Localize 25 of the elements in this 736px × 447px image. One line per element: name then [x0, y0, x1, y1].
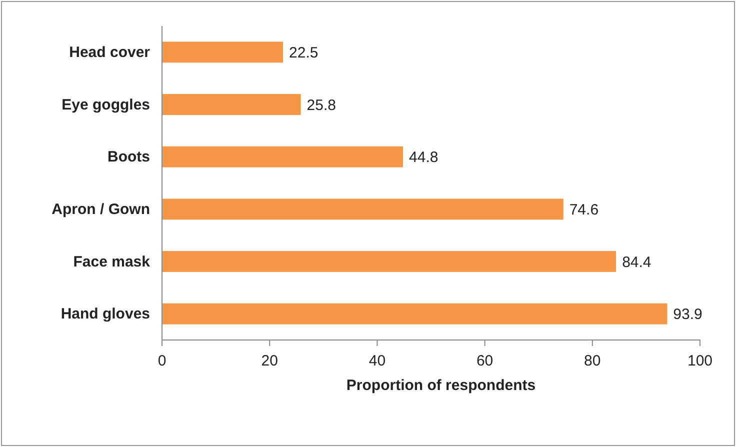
data-label: 74.6 [569, 201, 599, 218]
data-label: 22.5 [289, 44, 318, 62]
data-label: 84.4 [622, 254, 652, 271]
bar [162, 303, 668, 324]
x-tick-label: 100 [687, 352, 713, 370]
x-tick-label: 60 [476, 352, 494, 370]
y-tick-label: Boots [108, 148, 150, 166]
bar [162, 94, 301, 115]
bar [162, 198, 564, 220]
data-label: 93.9 [673, 306, 702, 324]
data-label: 25.8 [306, 96, 336, 114]
x-tick-label: 40 [368, 352, 386, 370]
y-tick-label: Face mask [73, 253, 151, 270]
y-tick-label: Apron / Gown [52, 200, 150, 218]
x-axis-title: Proportion of respondents [346, 377, 536, 394]
x-tick-label: 20 [261, 352, 278, 370]
bar [162, 146, 404, 168]
y-tick-label: Eye goggles [62, 96, 150, 114]
y-tick-label: Hand gloves [60, 306, 150, 323]
x-tick-label: 80 [584, 352, 601, 370]
x-tick-label: 0 [158, 352, 166, 370]
bar [162, 251, 616, 272]
data-label: 44.8 [409, 149, 438, 166]
bar [162, 42, 284, 63]
y-tick-label: Head cover [69, 44, 150, 61]
